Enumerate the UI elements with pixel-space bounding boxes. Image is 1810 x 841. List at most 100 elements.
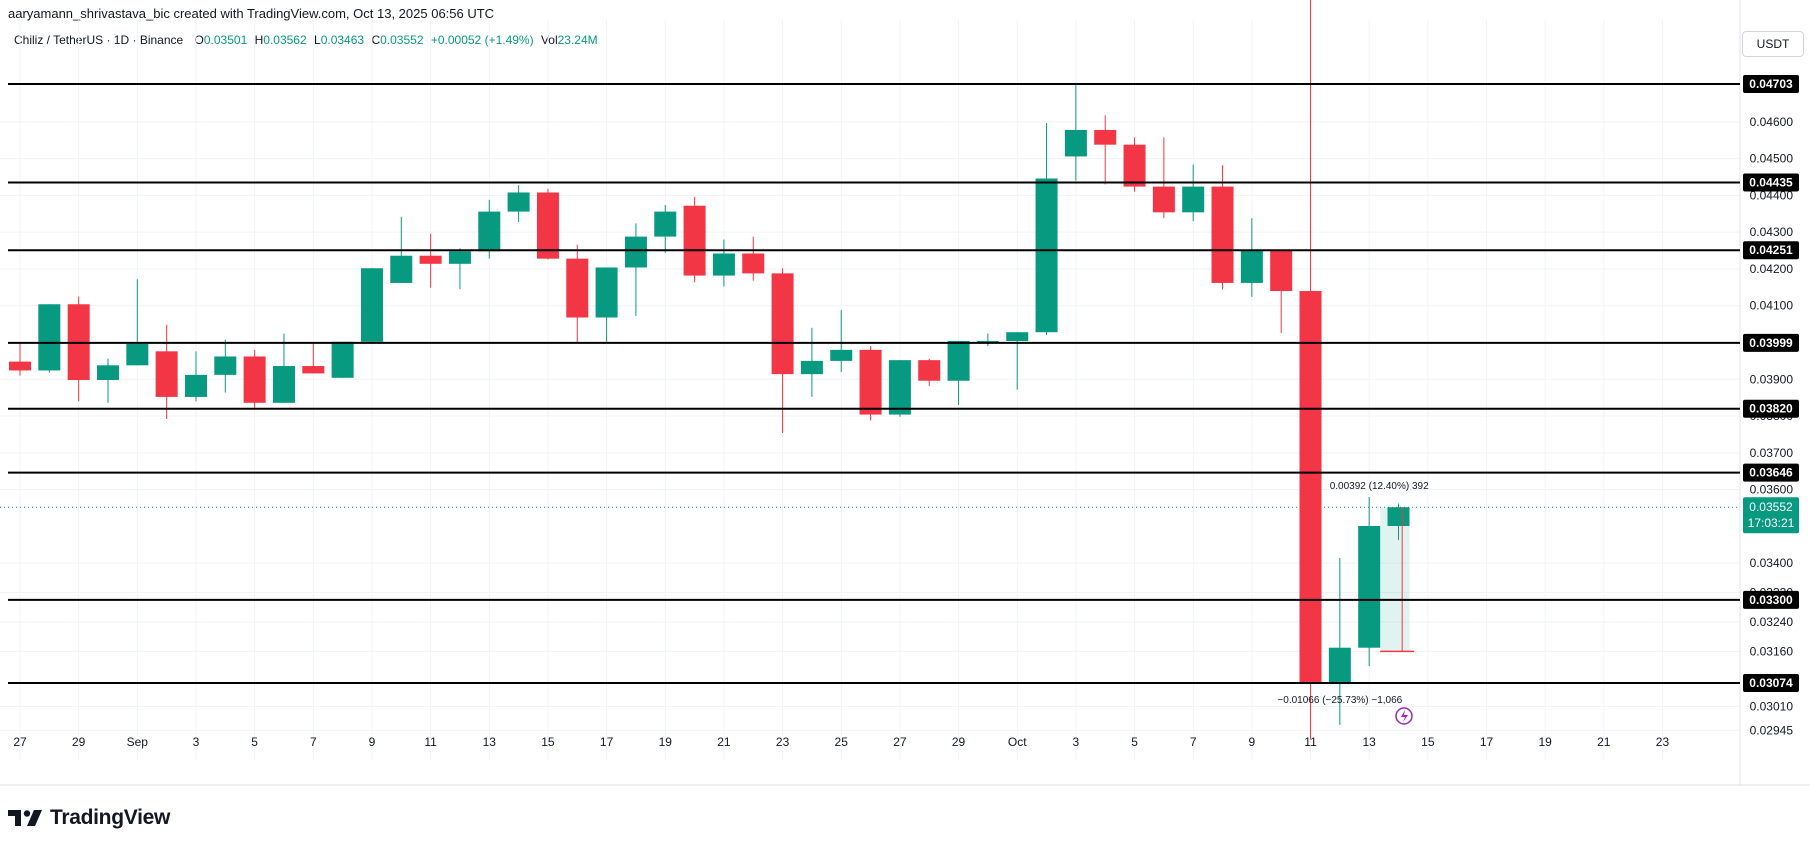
candle-body-up — [830, 349, 853, 361]
lightning-icon — [1401, 710, 1408, 722]
time-axis-label: 27 — [13, 735, 27, 749]
candle-body-down — [1211, 186, 1234, 283]
close-value: 0.03552 — [380, 33, 424, 47]
price-axis-label: 0.03240 — [1750, 615, 1794, 629]
measure-up-label: 0.00392 (12.40%) 392 — [1330, 481, 1429, 492]
level-price-label: 0.03074 — [1749, 676, 1793, 690]
level-price-tag — [1743, 241, 1799, 260]
time-axis-label: 23 — [1656, 735, 1670, 749]
candle-body-up — [712, 253, 735, 276]
candle-body-up — [800, 360, 823, 375]
time-axis-label: 19 — [1538, 735, 1552, 749]
level-price-tag — [1743, 173, 1799, 192]
candle-body-up — [360, 268, 383, 342]
last-price-value: 0.03552 — [1749, 500, 1793, 514]
price-axis-label: 0.03900 — [1750, 372, 1794, 386]
candle-body-down — [9, 361, 31, 371]
candle-body-down — [683, 205, 706, 276]
price-axis-label: 0.04600 — [1750, 115, 1794, 129]
candle-body-up — [595, 267, 618, 318]
price-axis-label: 0.04100 — [1750, 299, 1794, 313]
candle-body-down — [243, 356, 266, 403]
candle-body-down — [918, 360, 941, 381]
level-price-label: 0.03999 — [1749, 336, 1793, 350]
symbol-name[interactable]: Chiliz / TetherUS · 1D · Binance — [14, 33, 184, 47]
time-axis-label: 9 — [369, 735, 376, 749]
level-price-label: 0.03300 — [1749, 593, 1793, 607]
candle-body-up — [390, 255, 413, 283]
open-label: O — [194, 33, 204, 47]
level-price-label: 0.04251 — [1749, 243, 1793, 257]
time-axis-label: 15 — [1421, 735, 1435, 749]
price-axis-label: 0.03600 — [1750, 483, 1794, 497]
measure-box — [1380, 507, 1410, 652]
lightning-icon — [1395, 707, 1413, 725]
time-axis-label: 3 — [1073, 735, 1080, 749]
time-axis-label: Oct — [1008, 735, 1027, 749]
time-axis-label: 11 — [424, 735, 437, 749]
time-axis-label: 3 — [193, 735, 200, 749]
tradingview-logo-icon — [8, 810, 42, 826]
level-price-tag — [1743, 674, 1799, 692]
countdown-timer: 17:03:21 — [1748, 516, 1795, 530]
time-axis-label: 21 — [1597, 735, 1611, 749]
candle-body-up — [1064, 129, 1087, 157]
level-price-tag — [1743, 463, 1799, 482]
candle-body-up — [976, 341, 999, 343]
candle-body-down — [1123, 144, 1146, 187]
last-price-tag — [1743, 497, 1799, 534]
candle-body-up — [947, 341, 970, 381]
time-axis-label: 7 — [1190, 735, 1197, 749]
price-axis-label: 0.02945 — [1750, 723, 1794, 737]
price-axis-label: 0.03160 — [1750, 644, 1794, 658]
level-price-label: 0.04703 — [1749, 77, 1793, 91]
level-price-label: 0.04435 — [1749, 176, 1793, 190]
candle-body-up — [272, 366, 295, 403]
low-label: L — [314, 33, 321, 47]
time-axis-label: 17 — [1480, 735, 1494, 749]
time-axis-label: 29 — [72, 735, 86, 749]
level-price-tag — [1743, 75, 1799, 93]
price-axis-label: 0.03400 — [1750, 556, 1794, 570]
volume-label: Vol — [540, 33, 558, 47]
price-axis-label: 0.03700 — [1750, 446, 1794, 460]
candle-body-up — [448, 251, 471, 264]
price-axis-label: 0.04500 — [1750, 152, 1794, 166]
candle-body-up — [126, 343, 149, 366]
candle-body-down — [419, 255, 442, 264]
candle-body-down — [1299, 291, 1322, 683]
candle-body-down — [859, 349, 882, 415]
close-label: C — [371, 33, 381, 47]
measure-down-label: −0.01066 (−25.73%) −1,066 — [1277, 695, 1402, 706]
candle-body-up — [1358, 525, 1381, 648]
candle-body-up — [624, 236, 647, 268]
candle-body-up — [507, 192, 530, 212]
candle-body-down — [1152, 186, 1175, 213]
candle-body-up — [38, 304, 61, 371]
price-axis-label: 0.04200 — [1750, 262, 1794, 276]
price-axis-label: 0.04300 — [1750, 225, 1794, 239]
time-axis-label: 19 — [659, 735, 673, 749]
brand-name: TradingView — [50, 806, 171, 829]
price-axis-label: 0.04400 — [1750, 188, 1794, 202]
candle-body-down — [566, 258, 589, 318]
candle-body-down — [155, 351, 178, 397]
tradingview-brand[interactable]: TradingView — [8, 806, 170, 830]
candle-body-up — [1328, 647, 1351, 683]
symbol-legend: Chiliz / TetherUS · 1D · Binance O0.0350… — [14, 33, 602, 47]
time-axis-label: 9 — [1249, 735, 1256, 749]
currency-button[interactable]: USDT — [1742, 31, 1804, 57]
open-value: 0.03501 — [203, 33, 248, 47]
time-axis-label: 5 — [251, 735, 258, 749]
time-axis-label: 29 — [952, 735, 966, 749]
candle-body-up — [1006, 332, 1029, 342]
time-axis-label: 21 — [717, 735, 731, 749]
chart-credit: aaryamann_shrivastava_bic created with T… — [8, 6, 495, 21]
volume-value: 23.24M — [557, 33, 598, 47]
time-axis-label: 7 — [310, 735, 317, 749]
high-label: H — [254, 33, 264, 47]
level-price-label: 0.03646 — [1749, 466, 1793, 480]
time-axis-label: 25 — [835, 735, 849, 749]
candle-body-up — [1182, 186, 1205, 213]
